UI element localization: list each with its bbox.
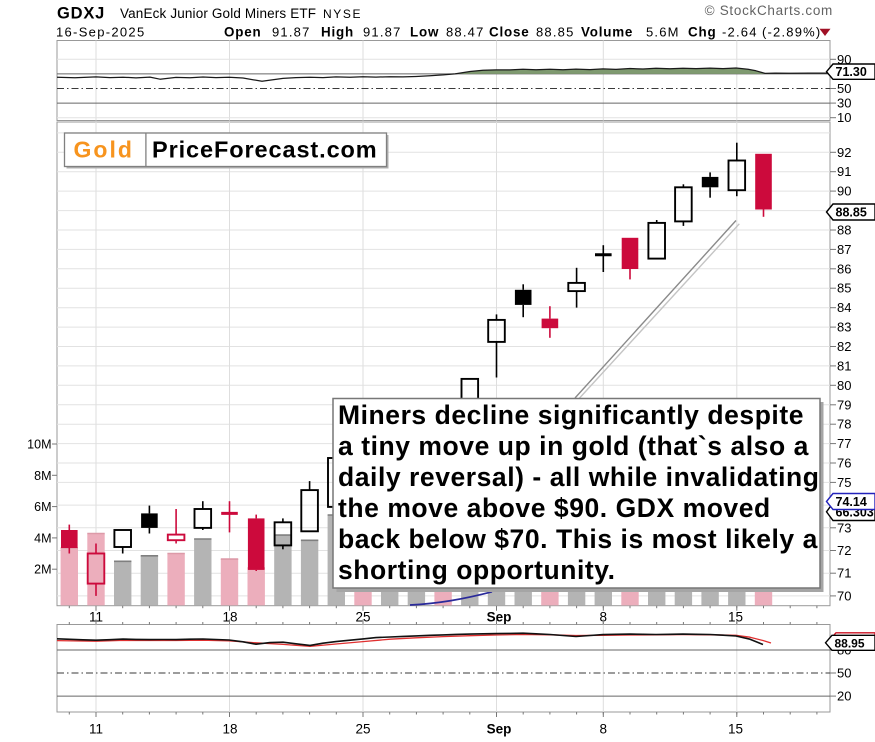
svg-text:4M: 4M [34, 531, 51, 545]
svg-text:50: 50 [837, 81, 851, 96]
svg-text:(-2.89%): (-2.89%) [762, 25, 821, 40]
svg-text:18: 18 [222, 610, 237, 625]
svg-text:16-Sep-2025: 16-Sep-2025 [56, 25, 145, 40]
svg-text:70: 70 [837, 588, 851, 603]
svg-text:83: 83 [837, 320, 851, 335]
svg-text:72: 72 [837, 543, 851, 558]
svg-text:PriceForecast.com: PriceForecast.com [152, 137, 378, 163]
svg-text:Open: Open [224, 25, 261, 40]
svg-text:High: High [321, 25, 354, 40]
svg-text:VanEck Junior Gold Miners ETF: VanEck Junior Gold Miners ETF [120, 6, 316, 21]
svg-text:Close: Close [489, 25, 529, 40]
svg-text:91: 91 [837, 164, 851, 179]
svg-text:GDXJ: GDXJ [57, 5, 105, 23]
svg-text:Sep: Sep [487, 722, 512, 737]
svg-text:88: 88 [837, 223, 851, 238]
svg-text:15: 15 [728, 610, 743, 625]
svg-text:8M: 8M [34, 469, 51, 483]
svg-text:8: 8 [600, 610, 608, 625]
svg-text:a tiny move up in gold (that`s: a tiny move up in gold (that`s also a [338, 431, 809, 461]
svg-text:80: 80 [837, 378, 851, 393]
svg-text:25: 25 [355, 610, 370, 625]
svg-text:71.30: 71.30 [836, 65, 867, 79]
svg-text:73: 73 [837, 520, 851, 535]
svg-text:71: 71 [837, 566, 851, 581]
svg-text:11: 11 [89, 722, 103, 737]
svg-text:Low: Low [410, 25, 439, 40]
svg-text:Chg: Chg [688, 25, 716, 40]
svg-text:78: 78 [837, 417, 851, 432]
svg-text:90: 90 [837, 184, 851, 199]
svg-text:© StockCharts.com: © StockCharts.com [705, 3, 833, 18]
svg-text:8: 8 [600, 722, 608, 737]
svg-text:Gold: Gold [74, 137, 134, 163]
svg-text:25: 25 [355, 722, 370, 737]
svg-text:91.87: 91.87 [272, 25, 311, 40]
svg-text:88.85: 88.85 [836, 206, 867, 220]
svg-text:-2.64: -2.64 [722, 25, 758, 40]
svg-text:NYSE: NYSE [323, 7, 362, 21]
svg-text:75: 75 [837, 475, 851, 490]
svg-text:30: 30 [837, 96, 851, 111]
svg-text:88.85: 88.85 [536, 25, 575, 40]
svg-text:74.14: 74.14 [836, 495, 867, 509]
svg-text:the move above $90. GDX moved: the move above $90. GDX moved [338, 493, 771, 523]
svg-text:81: 81 [837, 358, 851, 373]
svg-text:82: 82 [837, 339, 851, 354]
svg-text:86: 86 [837, 261, 851, 276]
svg-text:10: 10 [837, 110, 851, 125]
svg-text:92: 92 [837, 145, 851, 160]
svg-text:77: 77 [837, 436, 851, 451]
svg-text:10M: 10M [27, 438, 51, 452]
svg-text:76: 76 [837, 456, 851, 471]
svg-text:daily reversal) - all while in: daily reversal) - all while invalidating [338, 462, 820, 492]
svg-text:84: 84 [837, 300, 851, 315]
svg-text:5.6M: 5.6M [646, 25, 680, 40]
svg-text:shorting opportunity.: shorting opportunity. [338, 555, 615, 585]
svg-text:15: 15 [728, 722, 743, 737]
svg-text:91.87: 91.87 [363, 25, 402, 40]
svg-text:50: 50 [837, 666, 851, 681]
svg-text:11: 11 [89, 610, 103, 625]
svg-text:2M: 2M [34, 563, 51, 577]
svg-text:20: 20 [837, 689, 851, 704]
svg-text:88.47: 88.47 [446, 25, 485, 40]
svg-text:Sep: Sep [487, 610, 512, 625]
svg-text:88.95: 88.95 [835, 636, 865, 650]
svg-text:back below $70. This is most l: back below $70. This is most likely a [338, 524, 818, 554]
svg-text:79: 79 [837, 397, 851, 412]
svg-text:6M: 6M [34, 500, 51, 514]
svg-text:85: 85 [837, 281, 851, 296]
svg-text:87: 87 [837, 242, 851, 257]
svg-text:Volume: Volume [581, 25, 633, 40]
svg-text:18: 18 [222, 722, 237, 737]
svg-text:90: 90 [837, 52, 851, 67]
svg-text:Miners decline significantly d: Miners decline significantly despite [338, 400, 804, 430]
